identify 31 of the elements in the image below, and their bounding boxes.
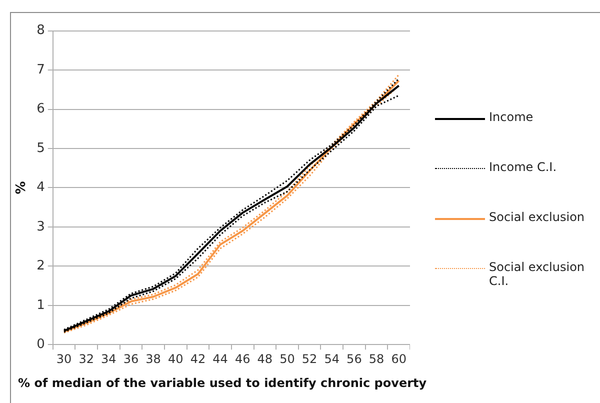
y-tick-label: 6 xyxy=(36,102,45,117)
x-tick-label: 60 xyxy=(391,352,406,366)
x-tick-label: 50 xyxy=(280,352,295,366)
x-tick-label: 32 xyxy=(78,352,94,366)
x-tick-label: 42 xyxy=(190,352,206,366)
y-tick-label: 5 xyxy=(36,140,45,156)
x-tick-label: 54 xyxy=(324,352,340,366)
y-tick-label: 0 xyxy=(36,336,45,352)
x-tick-label: 44 xyxy=(212,352,228,366)
y-tick-label: 3 xyxy=(36,219,45,234)
x-tick-label: 34 xyxy=(101,352,116,366)
x-tick-label: 40 xyxy=(168,352,184,366)
legend-label: Income xyxy=(489,110,534,124)
y-axis-title: % xyxy=(14,181,30,194)
y-tick-label: 1 xyxy=(36,298,45,313)
x-tick-label: 58 xyxy=(368,352,384,366)
y-tick-label: 7 xyxy=(36,62,45,78)
y-tick-label: 8 xyxy=(36,23,45,38)
legend-label: Income C.I. xyxy=(489,160,557,174)
y-tick-label: 4 xyxy=(36,180,45,196)
legend-label: Social exclusion xyxy=(489,210,585,224)
y-tick-label: 2 xyxy=(36,258,45,274)
x-tick-label: 46 xyxy=(234,352,250,366)
x-tick-label: 36 xyxy=(123,352,139,366)
x-tick-label: 48 xyxy=(257,352,273,366)
x-tick-label: 52 xyxy=(302,352,318,366)
x-tick-label: 30 xyxy=(56,352,72,366)
x-tick-label: 38 xyxy=(146,352,161,366)
legend-label: Social exclusion C.I. xyxy=(489,260,586,288)
x-tick-label: 56 xyxy=(346,352,362,366)
x-axis-title: % of median of the variable used to identify chronic poverty xyxy=(18,376,427,390)
